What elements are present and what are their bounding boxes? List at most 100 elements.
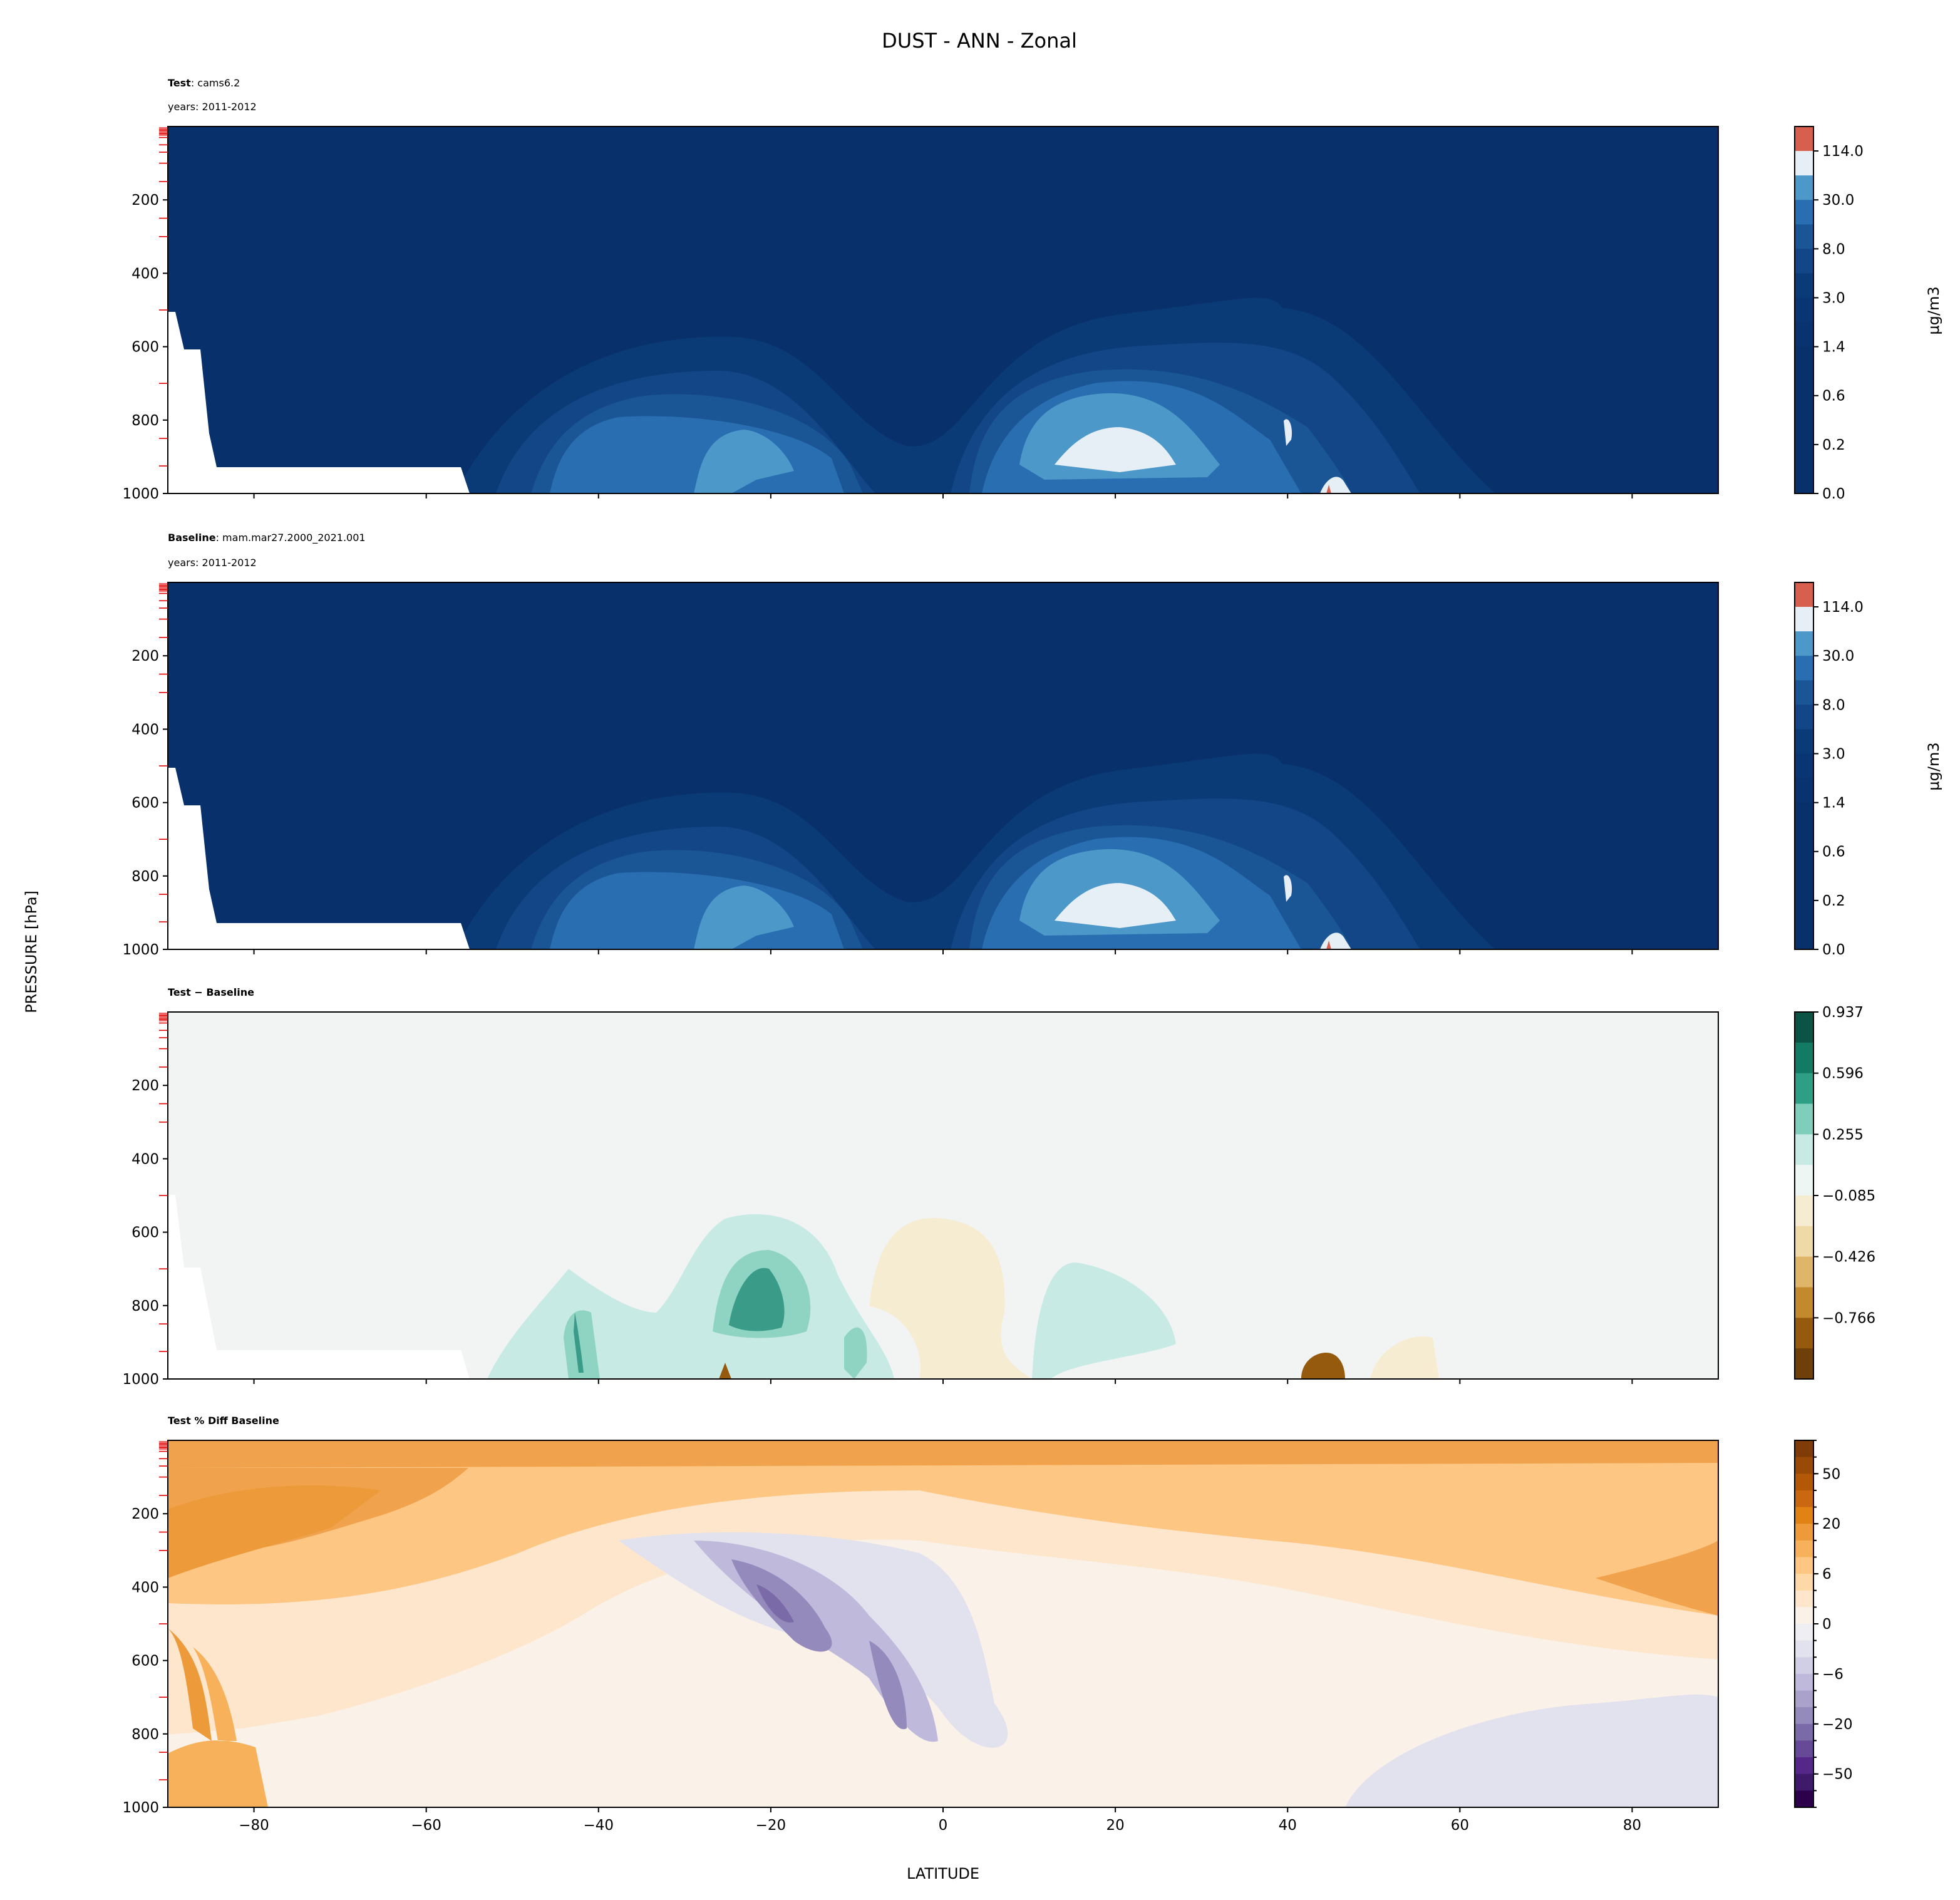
diff-missing-region <box>168 1195 470 1379</box>
y-tick-label: 200 <box>132 1078 159 1094</box>
colorbar-segment <box>1795 1012 1813 1043</box>
colorbar-tick-label: −50 <box>1822 1767 1853 1783</box>
colorbar-segment <box>1795 1574 1813 1591</box>
colorbar-tick-label: 114.0 <box>1822 143 1864 160</box>
x-tick-label: 40 <box>1279 1817 1297 1834</box>
panel-percent-diff-title: Test % Diff Baseline <box>168 1415 279 1427</box>
colorbar-tick-label: −6 <box>1822 1666 1844 1683</box>
colorbar-segment <box>1795 468 1813 494</box>
colorbar-tick-label: 0.0 <box>1822 942 1845 958</box>
colorbar-segment <box>1795 1134 1813 1165</box>
colorbar-tick-label: 0.2 <box>1822 893 1845 909</box>
pctdiff-lower-left <box>168 1647 268 1807</box>
colorbar-segment <box>1795 802 1813 828</box>
y-tick-label: 400 <box>132 721 159 738</box>
x-axis-label: LATITUDE <box>907 1865 979 1882</box>
colorbar-tick-label: −0.085 <box>1822 1188 1875 1204</box>
colorbar-tick-label: 114.0 <box>1822 599 1864 616</box>
colorbars: 114.0 30.0 8.0 3.0 1.4 0.6 0.2 0.0 114.0 30.0 8.0 3… <box>1794 126 1875 1808</box>
colorbar-segment <box>1795 1673 1813 1691</box>
colorbar-segment <box>1795 924 1813 950</box>
colorbar-tick-label: 50 <box>1822 1466 1840 1482</box>
colorbar-tick-label: 0.937 <box>1822 1004 1864 1021</box>
colorbar-segment <box>1795 753 1813 779</box>
colorbar-segment <box>1795 1195 1813 1227</box>
y-tick-label: 600 <box>132 1225 159 1241</box>
colorbar-tick-label: 20 <box>1822 1516 1840 1532</box>
colorbar-segment <box>1795 1226 1813 1257</box>
colorbar-segment <box>1795 582 1813 607</box>
colorbar-segment <box>1795 126 1813 152</box>
colorbar-tick-label: 0.6 <box>1822 388 1845 405</box>
colorbar-tick-label: 0 <box>1822 1616 1832 1633</box>
colorbar-tick-label: 8.0 <box>1822 697 1845 713</box>
colorbar-segment <box>1795 827 1813 852</box>
colorbar-segment <box>1795 1507 1813 1524</box>
colorbar-tick-label: 0.255 <box>1822 1127 1864 1143</box>
y-tick-label: 600 <box>132 1653 159 1670</box>
colorbar-frame <box>1794 126 1814 494</box>
panel-test-subtitle: years: 2011-2012 <box>168 101 257 113</box>
colorbar-tick-label: 0.0 <box>1822 486 1845 502</box>
colorbar-tick-label: 3.0 <box>1822 746 1845 762</box>
colorbar-tick-label: 8.0 <box>1822 241 1845 257</box>
colorbar-segment <box>1795 1607 1813 1624</box>
colorbar-segment <box>1795 607 1813 632</box>
colorbar-tick-label: 1.4 <box>1822 795 1845 812</box>
colorbar-segment <box>1795 322 1813 348</box>
y-tick-label: 1000 <box>122 942 159 958</box>
colorbar-tick-label: 30.0 <box>1822 648 1854 664</box>
y-tick-label: 1000 <box>122 1371 159 1388</box>
colorbar-segment <box>1795 1318 1813 1349</box>
pctdiff-upper-orange <box>168 1440 1718 1616</box>
panel-baseline <box>167 582 1719 950</box>
colorbar-segment <box>1795 1103 1813 1135</box>
colorbar-segment <box>1795 1557 1813 1574</box>
colorbar-segment <box>1795 1657 1813 1675</box>
x-tick-label: −60 <box>411 1817 441 1834</box>
colorbar-segment <box>1795 631 1813 656</box>
colorbar-segment <box>1795 1590 1813 1608</box>
colorbar-tick-label: 1.4 <box>1822 339 1845 356</box>
x-tick-label: −80 <box>239 1817 269 1834</box>
colorbar-tick-label: −20 <box>1822 1717 1853 1733</box>
colorbar-segment <box>1795 1757 1813 1775</box>
y-tick-label: 400 <box>132 266 159 282</box>
figure-title: DUST - ANN - Zonal <box>882 29 1077 53</box>
x-tick-label: −40 <box>584 1817 614 1834</box>
panel-difference <box>168 1012 1718 1379</box>
colorbar-segment <box>1795 346 1813 372</box>
colorbar-segment <box>1795 1457 1813 1474</box>
colorbar-segment <box>1795 1707 1813 1725</box>
colorbar-segment <box>1795 778 1813 803</box>
colorbar-tick-label: 3.0 <box>1822 290 1845 306</box>
y-tick-label: 600 <box>132 795 159 812</box>
colorbar-segment <box>1795 420 1813 445</box>
y-tick-label: 400 <box>132 1151 159 1167</box>
y-tick-label: 200 <box>132 192 159 209</box>
baseline-contour-field <box>168 582 1718 949</box>
colorbar-segment <box>1795 1640 1813 1658</box>
colorbar-segment <box>1795 175 1813 200</box>
y-tick-label: 400 <box>132 1579 159 1596</box>
panel-percent-diff <box>168 1440 1718 1807</box>
y-tick-label: 800 <box>132 869 159 885</box>
colorbar-baseline-label: μg/m3 <box>1925 742 1942 790</box>
y-axis-label: PRESSURE [hPa] <box>23 891 40 1013</box>
test-contour-field <box>168 126 1718 493</box>
colorbar-segment <box>1795 680 1813 705</box>
colorbar-frame <box>1794 582 1814 950</box>
y-tick-label: 800 <box>132 413 159 429</box>
pctdiff-negative-core <box>756 1584 794 1623</box>
colorbar-segment <box>1795 1690 1813 1708</box>
colorbar-segment <box>1795 1348 1813 1380</box>
colorbar-segment <box>1795 1723 1813 1742</box>
x-tick-label: 20 <box>1106 1817 1124 1834</box>
diff-positive-medium <box>564 1250 867 1379</box>
colorbar-segment <box>1795 705 1813 730</box>
y-tick-label: 1000 <box>122 1800 159 1816</box>
colorbar-segment <box>1795 395 1813 421</box>
panel-baseline-subtitle: years: 2011-2012 <box>168 557 257 569</box>
colorbar-segment <box>1795 851 1813 877</box>
